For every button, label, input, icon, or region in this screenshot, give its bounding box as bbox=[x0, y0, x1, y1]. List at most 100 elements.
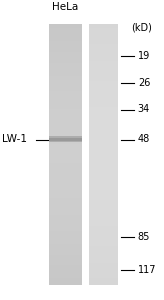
Bar bbox=[49, 218, 82, 220]
Bar bbox=[89, 154, 118, 157]
Bar bbox=[89, 133, 118, 135]
Bar bbox=[89, 41, 118, 44]
Bar bbox=[49, 148, 82, 150]
Bar bbox=[49, 83, 82, 85]
Bar bbox=[89, 202, 118, 205]
Bar bbox=[89, 178, 118, 181]
Text: 48: 48 bbox=[138, 134, 150, 145]
Bar bbox=[49, 200, 82, 202]
Bar bbox=[89, 220, 118, 222]
Bar bbox=[89, 172, 118, 174]
Bar bbox=[49, 72, 82, 74]
Bar bbox=[49, 224, 82, 226]
Bar bbox=[89, 135, 118, 137]
Bar bbox=[89, 209, 118, 211]
Bar bbox=[89, 57, 118, 59]
Text: 85: 85 bbox=[138, 232, 150, 242]
Bar bbox=[49, 144, 82, 146]
Bar bbox=[89, 278, 118, 281]
Bar bbox=[49, 233, 82, 235]
Bar bbox=[89, 224, 118, 226]
Bar bbox=[49, 242, 82, 244]
Bar bbox=[89, 165, 118, 167]
Bar bbox=[49, 170, 82, 172]
Text: 26: 26 bbox=[138, 77, 150, 88]
Bar bbox=[89, 174, 118, 176]
Bar bbox=[89, 259, 118, 261]
Bar bbox=[89, 213, 118, 215]
Bar bbox=[89, 128, 118, 130]
Bar bbox=[89, 72, 118, 74]
Bar bbox=[49, 50, 82, 52]
Bar bbox=[49, 104, 82, 106]
Bar bbox=[89, 261, 118, 263]
Bar bbox=[49, 113, 82, 115]
Text: 34: 34 bbox=[138, 104, 150, 115]
Bar bbox=[49, 48, 82, 50]
Bar bbox=[89, 189, 118, 191]
Bar bbox=[89, 237, 118, 239]
Bar bbox=[89, 198, 118, 200]
Bar bbox=[49, 92, 82, 94]
Bar bbox=[49, 63, 82, 65]
Bar bbox=[89, 61, 118, 63]
Bar bbox=[89, 252, 118, 254]
Bar bbox=[89, 187, 118, 189]
Bar bbox=[89, 239, 118, 242]
Bar bbox=[89, 176, 118, 178]
Bar bbox=[89, 85, 118, 87]
Bar bbox=[89, 157, 118, 159]
Bar bbox=[49, 161, 82, 163]
Bar bbox=[49, 257, 82, 259]
Bar bbox=[49, 57, 82, 59]
Bar bbox=[49, 263, 82, 266]
Bar bbox=[49, 136, 82, 142]
Bar bbox=[49, 152, 82, 154]
Bar bbox=[49, 106, 82, 109]
Bar bbox=[49, 146, 82, 148]
Bar bbox=[89, 137, 118, 139]
Bar bbox=[49, 89, 82, 92]
Bar bbox=[89, 159, 118, 161]
Bar bbox=[89, 48, 118, 50]
Bar bbox=[89, 76, 118, 78]
Bar bbox=[89, 94, 118, 96]
Bar bbox=[49, 168, 82, 170]
Bar bbox=[49, 46, 82, 48]
Bar bbox=[89, 33, 118, 35]
Bar bbox=[49, 135, 82, 137]
Bar bbox=[89, 96, 118, 98]
Bar bbox=[49, 111, 82, 113]
Bar bbox=[49, 31, 82, 33]
Bar bbox=[89, 46, 118, 48]
Bar bbox=[89, 170, 118, 172]
Bar bbox=[49, 37, 82, 39]
Bar bbox=[49, 102, 82, 104]
Bar bbox=[89, 222, 118, 224]
Bar bbox=[89, 65, 118, 68]
Bar bbox=[49, 100, 82, 102]
Bar bbox=[49, 154, 82, 157]
Bar bbox=[89, 281, 118, 283]
Bar bbox=[89, 207, 118, 209]
Bar bbox=[89, 92, 118, 94]
Bar bbox=[89, 35, 118, 37]
Bar bbox=[89, 70, 118, 72]
Bar bbox=[89, 109, 118, 111]
Bar bbox=[89, 242, 118, 244]
Bar bbox=[89, 185, 118, 187]
Bar bbox=[89, 181, 118, 183]
Bar bbox=[49, 261, 82, 263]
Bar bbox=[89, 37, 118, 39]
Text: HeLa: HeLa bbox=[52, 2, 79, 13]
Bar bbox=[89, 229, 118, 231]
Bar bbox=[49, 237, 82, 239]
Bar bbox=[89, 104, 118, 106]
Bar bbox=[49, 55, 82, 57]
Bar bbox=[89, 205, 118, 207]
Bar bbox=[49, 278, 82, 281]
Bar bbox=[49, 202, 82, 205]
Bar bbox=[89, 266, 118, 268]
Bar bbox=[49, 94, 82, 96]
Bar bbox=[49, 80, 82, 83]
